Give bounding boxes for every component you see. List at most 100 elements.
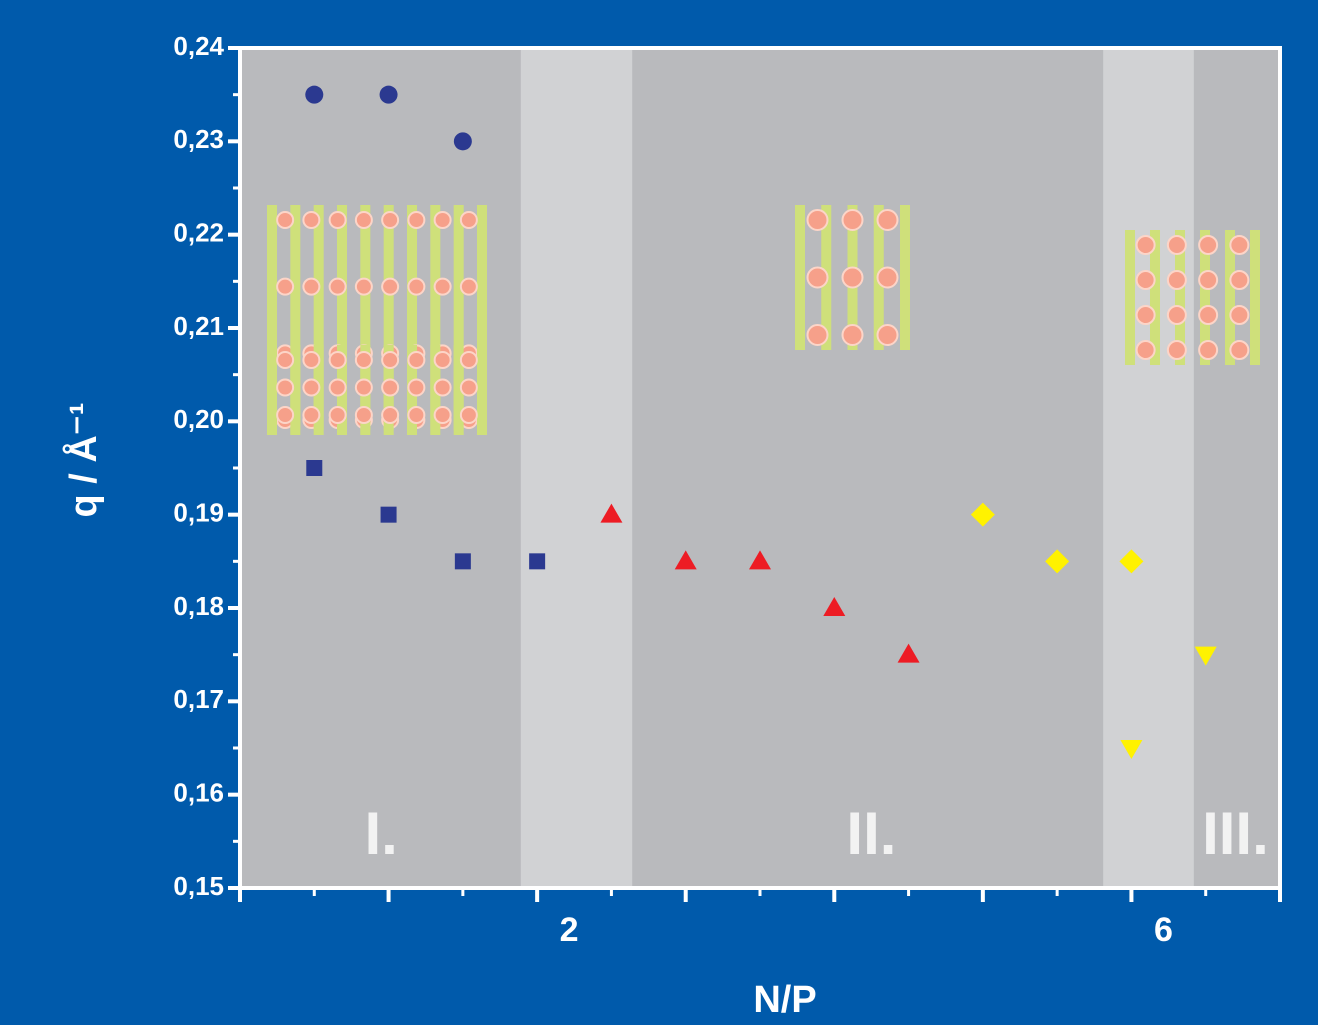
dna-particle [354,277,373,296]
dna-particle [806,324,829,346]
dna-particle [302,277,321,296]
dna-particle [354,378,373,397]
y-tick-label: 0,15 [173,871,224,901]
dna-particle [328,406,347,424]
y-tick-label: 0,17 [173,684,224,714]
point [970,502,995,527]
dna-particle [381,351,400,369]
point [1119,549,1144,574]
region-label: II. [846,800,896,867]
dna-particle [841,266,864,289]
lipid-layer [1125,230,1135,365]
dna-particle [433,351,452,369]
lipid-layer [795,205,805,350]
x-axis-title: N/P [753,979,816,1021]
dna-particle [433,211,452,229]
dna-particle [806,266,829,289]
point [380,506,397,523]
lipid-layer [267,345,277,430]
dna-particle [433,406,452,424]
dna-particle [328,378,347,397]
dna-particle [1166,305,1187,325]
dna-particle [407,277,426,296]
dna-particle [1198,235,1219,255]
dna-particle [876,266,899,289]
dna-particle [302,406,321,424]
lipid-layer [1150,230,1160,365]
lipid-layer [453,205,464,435]
dna-particle [407,378,426,397]
point [600,503,623,523]
point [1194,646,1217,666]
lipid-layer [1250,230,1260,365]
y-tick-label: 0,23 [173,124,224,154]
band [520,50,633,886]
point [529,553,546,570]
dna-particle [806,209,829,231]
lipid-layer [337,205,347,435]
dna-particle [302,351,321,369]
lipid-layer [313,205,324,435]
lipid-layer [1225,230,1235,365]
lipid-layer [477,345,487,430]
point [454,553,471,570]
dna-particle [1135,305,1156,325]
lipid-layer [267,205,277,435]
dna-particle [1166,340,1187,360]
dna-particle [1229,305,1250,325]
dna-particle [1229,340,1250,360]
dna-particle [433,277,452,296]
lipid-layer [1175,230,1185,365]
dna-particle [276,351,295,369]
point [897,643,920,663]
point [1120,740,1143,759]
dna-particle [1198,305,1219,325]
lipid-layer [900,205,910,350]
lipid-layer [453,345,464,430]
point [453,132,472,151]
point [305,85,324,104]
dna-particle [876,324,899,346]
dna-particle [302,211,321,229]
lipid-layer [430,205,441,435]
dna-particle [1229,235,1250,255]
dna-particle [459,378,478,397]
lipid-layer [290,205,301,435]
lipid-layer [360,205,371,435]
region-label: III. [1202,800,1269,867]
dna-particle [354,406,373,424]
dna-particle [276,277,295,296]
point [674,550,697,570]
dna-particle [1166,235,1187,255]
illustration [267,205,487,435]
y-tick-label: 0,21 [173,311,224,341]
dna-particle [1135,235,1156,255]
dna-particle [1198,270,1219,290]
dna-particle [381,378,400,397]
dna-particle [328,211,347,229]
x-tick-label: 2 [560,911,579,949]
illustration [267,345,487,430]
dna-particle [1135,270,1156,290]
dna-particle [328,277,347,296]
y-tick-label: 0,19 [173,498,224,528]
dna-particle [407,406,426,424]
y-tick-label: 0,22 [173,218,224,248]
band [1103,50,1194,886]
dna-particle [354,211,373,229]
dna-particle [1135,340,1156,360]
dna-particle [1229,270,1250,290]
lipid-layer [1200,230,1210,365]
y-axis-title: q / Å⁻¹ [61,402,105,517]
point [749,550,771,570]
dna-particle [381,211,400,229]
axes-frame [238,46,1282,890]
dna-particle [433,378,452,397]
dna-particle [407,351,426,369]
lipid-layer [383,205,394,435]
lipid-layer [290,345,301,430]
y-tick-label: 0,18 [173,591,224,621]
dna-particle [459,211,478,229]
illustration [1125,230,1260,365]
